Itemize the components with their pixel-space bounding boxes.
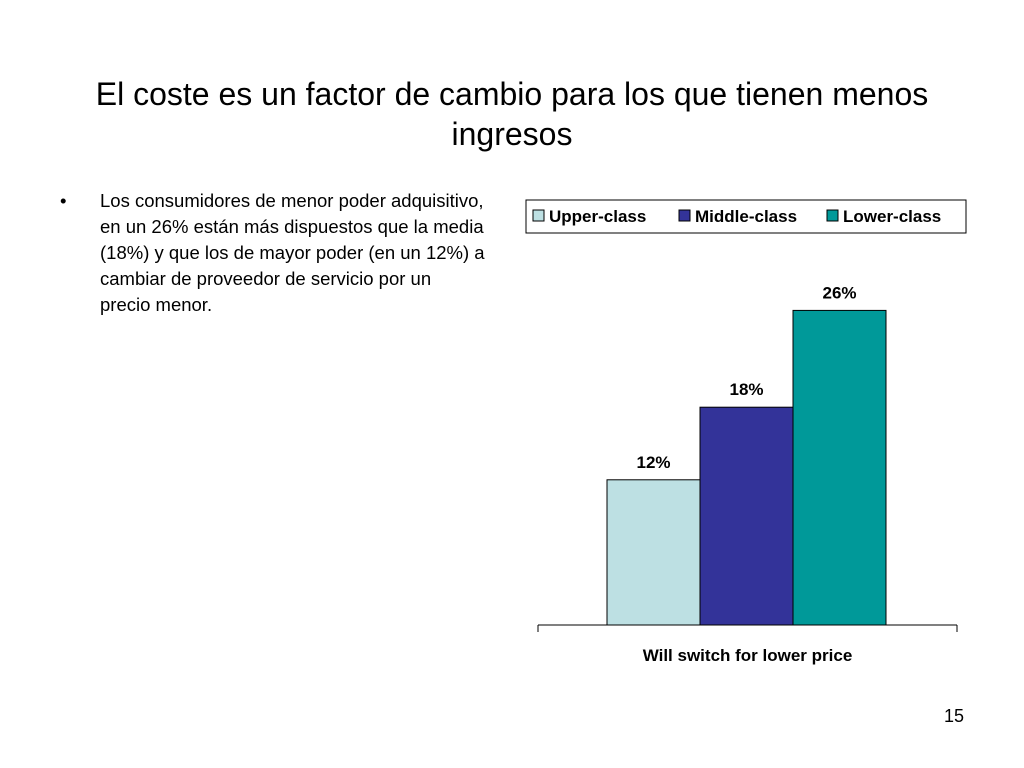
legend-swatch-middle-class [678,209,691,222]
bullet-text: Los consumidores de menor poder adquisit… [100,190,485,315]
bar-lower-class [792,309,887,626]
legend-box [525,199,967,234]
legend-label-lower-class: Lower-class [843,207,941,226]
x-tick-label: Will switch for lower price [643,646,853,665]
bullet-item: • Los consumidores de menor poder adquis… [60,188,490,318]
x-axis: Will switch for lower price [537,624,958,665]
data-label-middle-class: 18% [729,380,763,399]
data-label-lower-class: 26% [822,283,856,302]
slide-title: El coste es un factor de cambio para los… [95,76,929,152]
legend-label-middle-class: Middle-class [695,207,797,226]
legend-swatch-upper-class [532,209,545,222]
chart-bars: 12% 18% 26% [606,283,887,626]
chart-legend: Upper-class Middle-class Lower-class [525,199,967,234]
bullet-marker: • [60,190,67,211]
bar-upper-class [606,479,701,626]
data-label-upper-class: 12% [636,453,670,472]
legend-swatch-lower-class [826,209,839,222]
legend-label-upper-class: Upper-class [549,207,646,226]
page-number: 15 [943,706,964,726]
bar-middle-class [699,406,794,626]
